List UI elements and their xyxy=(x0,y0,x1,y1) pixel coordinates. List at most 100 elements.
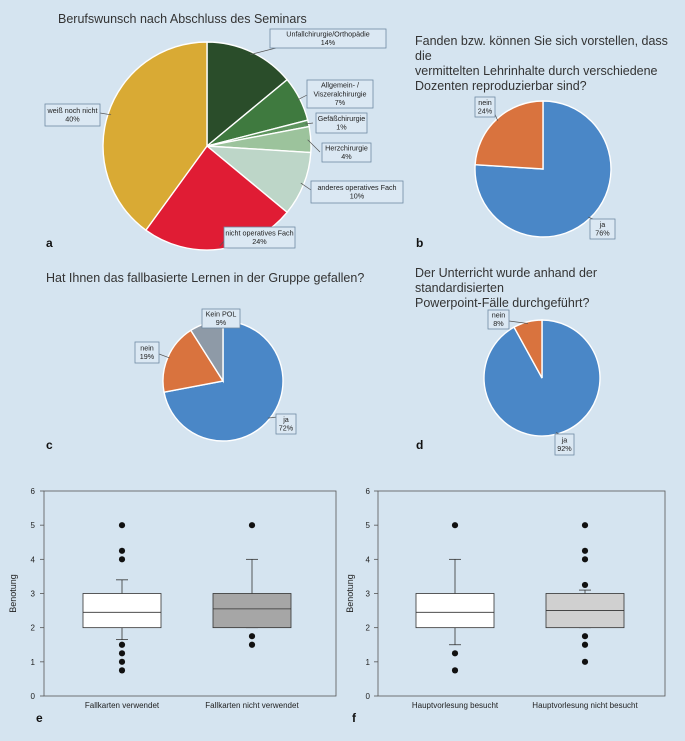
pie-d-pct-nein: 8% xyxy=(493,319,504,328)
pie-c-pct-kein-pol: 9% xyxy=(216,318,227,327)
pie-c-pct-nein: 19% xyxy=(140,352,155,361)
boxplot-f-hauptvorlesung-besucht-outlier-2 xyxy=(451,522,459,529)
boxplot-f-hauptvorlesung-besucht-box xyxy=(415,593,495,629)
pie-b-title: Fanden bzw. können Sie sich vorstellen, … xyxy=(415,34,685,94)
pie-d-label-nein: nein xyxy=(492,311,506,320)
pie-d-slice-nein xyxy=(513,319,543,379)
pie-a-callout-weiss-noch-nicht xyxy=(44,103,101,127)
panel-letter-d: d xyxy=(416,438,424,452)
pie-a-pct-allgemein-viszeralchirurgie: 7% xyxy=(335,98,346,107)
boxplot-e-ylabel: Benotung xyxy=(8,574,18,613)
pie-d-title-line-2: Powerpoint-Fälle durchgeführt? xyxy=(415,296,590,310)
pie-a-label-unfallchirurgie-orthopaedie: Unfallchirurgie/Orthopädie xyxy=(286,30,370,39)
pie-c-callout-ja xyxy=(275,413,297,435)
pie-c-label-ja: ja xyxy=(282,415,289,424)
boxplot-e-xlabel-fallkarten-nicht-verwendet: Fallkarten nicht verwendet xyxy=(205,701,299,710)
boxplot-e-fallkarten-nicht-verwendet-outlier-2 xyxy=(248,522,256,529)
boxplot-f-ytick-label-1: 1 xyxy=(366,658,371,667)
pie-a-label-weiss-noch-nicht: weiß noch nicht xyxy=(47,106,98,115)
boxplot-e-ytick-label-0: 0 xyxy=(31,692,36,701)
pie-b-title-line-3: Dozenten reproduzierbar sind? xyxy=(415,79,587,93)
boxplot-e-ytick-label-1: 1 xyxy=(31,658,36,667)
pie-b-pct-ja: 76% xyxy=(595,229,610,238)
pie-a-label-anderes-operatives-fach: anderes operatives Fach xyxy=(317,183,396,192)
boxplot-e-fallkarten-verwendet-outlier-5 xyxy=(118,547,126,554)
pie-a-leader-unfallchirurgie-orthopaedie xyxy=(249,47,277,56)
boxplot-e-xlabel-fallkarten-verwendet: Fallkarten verwendet xyxy=(85,701,160,710)
boxplot-e-fallkarten-nicht-verwendet-outlier-1 xyxy=(248,633,256,640)
pie-a-label-nicht-operatives-fach: nicht operatives Fach xyxy=(225,229,293,238)
pie-b-slice-nein xyxy=(474,100,544,170)
boxplot-f-ytick-label-2: 2 xyxy=(366,624,371,633)
pie-a-leader-anderes-operatives-fach xyxy=(300,182,312,191)
boxplot-e-fallkarten-verwendet-outlier-2 xyxy=(118,650,126,657)
pie-d-pct-ja: 92% xyxy=(557,444,572,453)
boxplot-e-ytick-label-6: 6 xyxy=(31,487,36,496)
panel-letter-a: a xyxy=(46,236,53,250)
pie-c-pct-ja: 72% xyxy=(279,424,294,433)
boxplot-f: 0 1 2 3 4 5 6 Benotung Hauptvorlesung besucht Hau… xyxy=(345,487,666,710)
boxplot-e-fallkarten-verwendet-outlier-3 xyxy=(118,641,126,648)
pie-b-pct-nein: 24% xyxy=(478,107,493,116)
boxplot-e-fallkarten-verwendet-outlier-0 xyxy=(118,667,126,674)
boxplot-f-ytick-label-0: 0 xyxy=(366,692,371,701)
pie-c-callout-kein-pol xyxy=(201,308,241,329)
boxplot-e-ytick-label-3: 3 xyxy=(31,590,36,599)
panel-letter-b: b xyxy=(416,236,424,250)
boxplot-f-hauptvorlesung-nicht-besucht-outlier-6 xyxy=(581,522,589,529)
pie-d-label-ja: ja xyxy=(561,436,568,445)
pie-a-label-allgemein-viszeralchirurgie-2: Viszeralchirurgie xyxy=(314,89,367,98)
pie-c-leader-ja xyxy=(267,416,278,419)
pie-c-leader-nein xyxy=(158,353,170,359)
boxplot-f-ytick-label-5: 5 xyxy=(366,521,371,530)
pie-a-title: Berufswunsch nach Abschluss des Seminars xyxy=(58,12,307,26)
boxplot-e-fallkarten-verwendet-outlier-1 xyxy=(118,658,126,665)
panel-letter-f: f xyxy=(352,711,356,725)
boxplot-f-hauptvorlesung-nicht-besucht-outlier-2 xyxy=(581,633,589,640)
pie-a-leader-herzchirurgie xyxy=(307,139,321,153)
pie-a-pct-herzchirurgie: 4% xyxy=(341,152,352,161)
pie-b-callout-ja xyxy=(589,218,616,240)
pie-c-label-nein: nein xyxy=(140,344,154,353)
pie-b-callout-nein xyxy=(474,96,496,118)
pie-c-title: Hat Ihnen das fallbasierte Lernen in der… xyxy=(46,271,365,285)
pie-a-callout-nicht-operatives-fach xyxy=(223,226,296,249)
pie-a-callout-unfallchirurgie-orthopaedie xyxy=(269,28,387,49)
boxplot-e-ytick-label-2: 2 xyxy=(31,624,36,633)
pie-b-label-nein: nein xyxy=(478,98,492,107)
pie-d-title-line-1: Der Unterricht wurde anhand der standard… xyxy=(415,266,598,295)
boxplot-e-fallkarten-verwendet-box xyxy=(82,593,162,629)
boxplot-e-ytick-label-5: 5 xyxy=(31,521,36,530)
pie-c-callout-nein xyxy=(134,341,160,364)
pie-a-pct-gefaesschirurgie: 1% xyxy=(336,123,347,132)
panel-letter-c: c xyxy=(46,438,53,452)
boxplot-f-hauptvorlesung-nicht-besucht-outlier-4 xyxy=(581,556,589,563)
boxplot-f-hauptvorlesung-besucht-outlier-1 xyxy=(451,650,459,657)
boxplot-f-hauptvorlesung-nicht-besucht-outlier-0 xyxy=(581,658,589,665)
boxplot-e-fallkarten-verwendet-outlier-6 xyxy=(118,522,126,529)
pie-a-callout-anderes-operatives-fach xyxy=(310,180,404,204)
pie-a-label-allgemein-viszeralchirurgie-1: Allgemein- / xyxy=(321,81,359,90)
boxplot-e-fallkarten-nicht-verwendet-outlier-0 xyxy=(248,641,256,648)
boxplot-f-xlabel-hauptvorlesung-besucht: Hauptvorlesung besucht xyxy=(412,701,499,710)
boxplot-f-ylabel: Benotung xyxy=(345,574,355,613)
pie-a-pct-anderes-operatives-fach: 10% xyxy=(350,192,365,201)
boxplot-f-hauptvorlesung-nicht-besucht-outlier-3 xyxy=(581,581,589,589)
pie-d-leader-nein xyxy=(508,320,529,324)
panel-letter-e: e xyxy=(36,711,43,725)
boxplot-f-ytick-label-3: 3 xyxy=(366,590,371,599)
pie-d-callout-nein xyxy=(487,309,510,330)
boxplot-f-ytick-label-6: 6 xyxy=(366,487,371,496)
pie-d-callout-ja xyxy=(554,433,575,456)
pie-b-title-line-2: vermittelten Lehrinhalte durch verschied… xyxy=(415,64,658,78)
pie-a-pct-unfallchirurgie-orthopaedie: 14% xyxy=(321,38,336,47)
pie-a-callout-allgemein-viszeralchirurgie xyxy=(306,79,374,109)
boxplot-e-fallkarten-verwendet-outlier-4 xyxy=(118,556,126,563)
boxplot-f-xlabel-hauptvorlesung-nicht-besucht: Hauptvorlesung nicht besucht xyxy=(532,701,638,710)
pie-a-callout-gefaesschirurgie xyxy=(315,112,368,134)
boxplot-e: 0 1 2 3 4 5 6 Benotung Fallkarten verwendet Fallk… xyxy=(8,487,337,710)
